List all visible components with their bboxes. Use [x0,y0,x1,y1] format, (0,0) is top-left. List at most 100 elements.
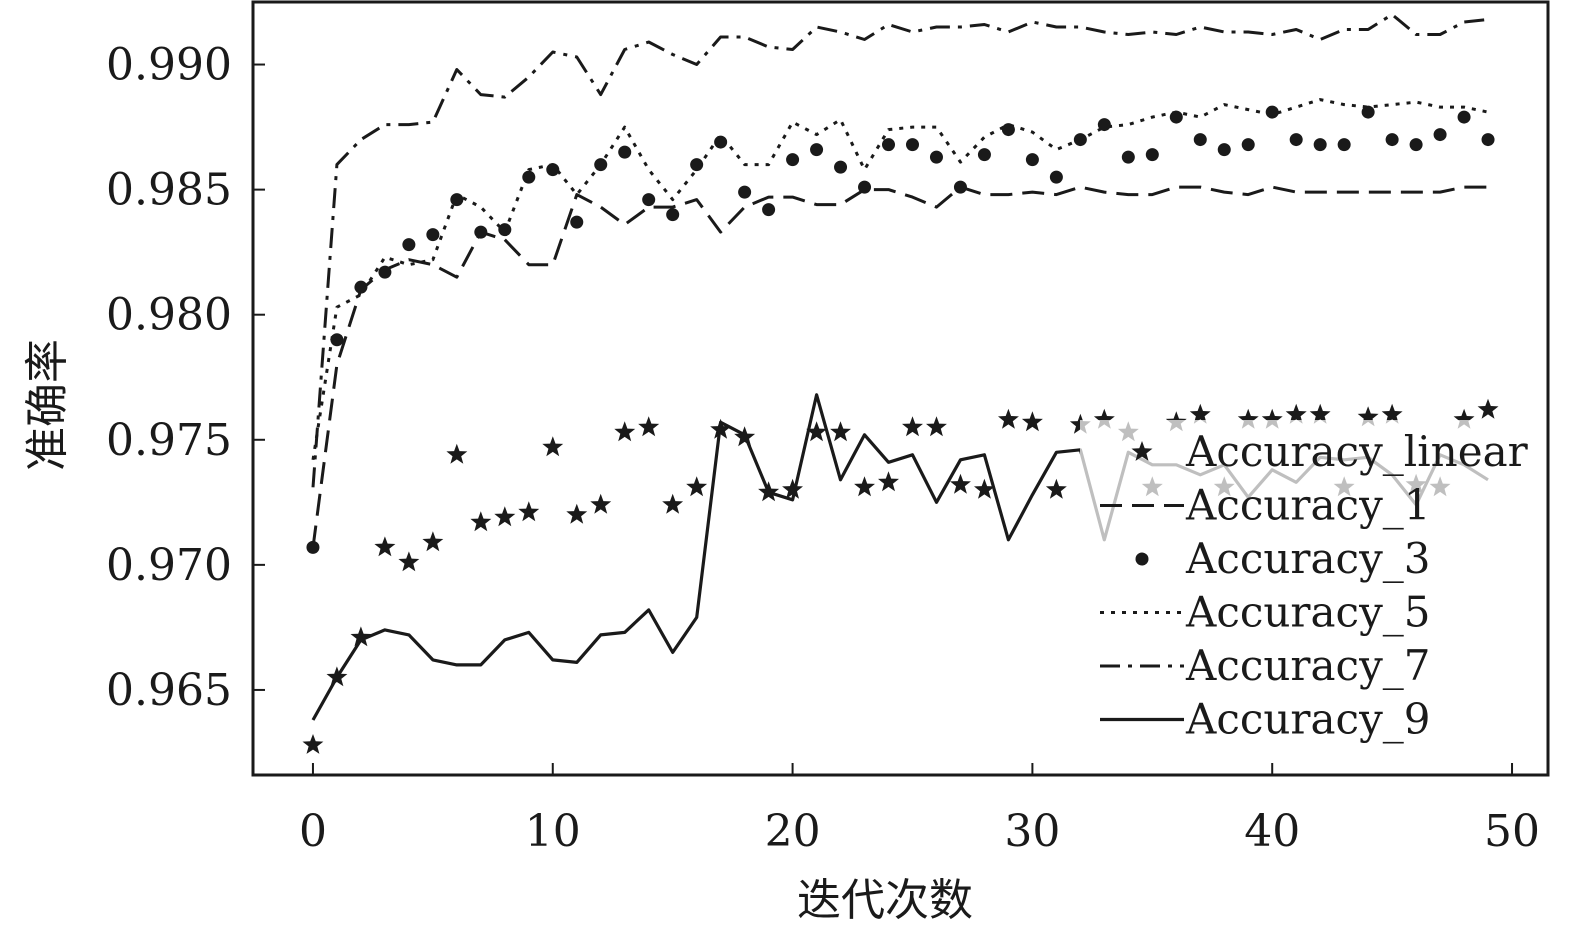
y-tick-label: 0.990 [106,40,232,91]
point-accuracy-linear [830,421,851,442]
point-accuracy-3 [1385,133,1399,147]
point-accuracy-3 [882,138,896,152]
point-accuracy-linear [1381,403,1403,424]
point-accuracy-3 [953,180,967,194]
point-accuracy-linear [902,416,923,437]
point-accuracy-3 [402,238,416,252]
point-accuracy-3 [1217,143,1231,157]
point-accuracy-3 [738,185,752,199]
point-accuracy-linear [542,436,564,457]
legend-label-accuracy-5: Accuracy_5 [1185,588,1431,637]
point-accuracy-linear [422,531,444,552]
point-accuracy-3 [1121,150,1135,164]
point-accuracy-linear [1021,411,1043,432]
point-accuracy-3 [330,333,344,347]
point-accuracy-3 [714,135,728,149]
point-accuracy-linear [1357,406,1379,427]
point-accuracy-3 [570,215,584,229]
point-accuracy-3 [474,225,488,239]
legend-label-accuracy-7: Accuracy_7 [1185,641,1431,690]
point-accuracy-3 [762,203,776,217]
point-accuracy-linear [302,734,324,754]
legend-label-accuracy-linear: Accuracy_linear [1185,427,1529,476]
x-tick-label: 30 [1004,806,1060,857]
legend-swatch-accuracy-linear [1131,441,1153,461]
point-accuracy-3 [905,138,919,152]
point-accuracy-3 [690,158,704,172]
point-accuracy-3 [306,540,320,554]
point-accuracy-3 [1433,128,1447,142]
y-axis-label: 准确率 [22,339,73,471]
line-accuracy-1 [311,185,1488,548]
point-accuracy-linear [662,493,684,514]
point-accuracy-3 [642,193,656,207]
series-accuracy-1 [311,185,1488,548]
point-accuracy-linear [1045,478,1067,499]
point-accuracy-3 [1265,105,1279,119]
point-accuracy-linear [494,506,516,527]
point-accuracy-linear [1309,403,1331,424]
point-accuracy-linear [686,476,708,497]
point-accuracy-linear [398,551,420,572]
point-accuracy-linear [950,473,971,494]
point-accuracy-linear [806,421,827,442]
point-accuracy-linear [878,471,899,492]
series-accuracy-5 [311,98,1489,461]
line-accuracy-5 [311,98,1489,461]
point-accuracy-3 [522,170,536,184]
legend-swatch-accuracy-3 [1135,552,1149,566]
point-accuracy-3 [1457,110,1471,124]
y-tick-label: 0.975 [106,415,232,466]
point-accuracy-linear [374,536,396,557]
x-tick-label: 20 [765,806,821,857]
point-accuracy-3 [426,228,440,242]
point-accuracy-3 [1145,148,1159,162]
point-accuracy-3 [1049,170,1063,184]
point-accuracy-3 [1361,105,1375,119]
line-accuracy-7 [311,13,1489,488]
legend-label-accuracy-1: Accuracy_1 [1185,481,1431,530]
series-accuracy-7 [311,13,1489,488]
point-accuracy-3 [378,265,392,279]
point-accuracy-linear [590,493,612,514]
x-tick-label: 50 [1484,806,1540,857]
point-accuracy-linear [1453,408,1475,429]
point-accuracy-3 [618,145,632,159]
point-accuracy-linear [1261,408,1283,429]
point-accuracy-linear [1285,403,1307,424]
x-tick-label: 0 [299,806,327,857]
y-tick-label: 0.985 [106,165,232,216]
point-accuracy-linear [446,443,468,464]
point-accuracy-3 [834,160,848,174]
point-accuracy-linear [1189,403,1211,424]
point-accuracy-3 [786,153,800,167]
point-accuracy-3 [858,180,872,194]
point-accuracy-3 [929,150,943,164]
point-accuracy-3 [1025,153,1039,167]
point-accuracy-linear [638,416,660,437]
legend-label-accuracy-3: Accuracy_3 [1185,534,1431,583]
point-accuracy-linear [470,511,492,532]
point-accuracy-linear [1093,408,1115,429]
y-tick-label: 0.970 [106,540,232,591]
point-accuracy-3 [1241,138,1255,152]
point-accuracy-linear [350,626,372,647]
point-accuracy-3 [450,193,464,207]
point-accuracy-3 [1337,138,1351,152]
x-tick-label: 40 [1244,806,1300,857]
y-tick-label: 0.980 [106,290,232,341]
point-accuracy-3 [1409,138,1423,152]
point-accuracy-linear [1477,398,1499,419]
point-accuracy-linear [518,501,540,522]
legend-label-accuracy-9: Accuracy_9 [1185,695,1431,744]
x-axis-label: 迭代次数 [797,875,973,926]
point-accuracy-linear [998,408,1019,429]
legend-background [1080,420,1542,750]
point-accuracy-3 [1481,133,1495,147]
point-accuracy-3 [666,208,680,222]
point-accuracy-linear [1237,408,1259,429]
point-accuracy-linear [782,478,803,499]
point-accuracy-3 [810,143,824,157]
point-accuracy-linear [974,478,995,499]
